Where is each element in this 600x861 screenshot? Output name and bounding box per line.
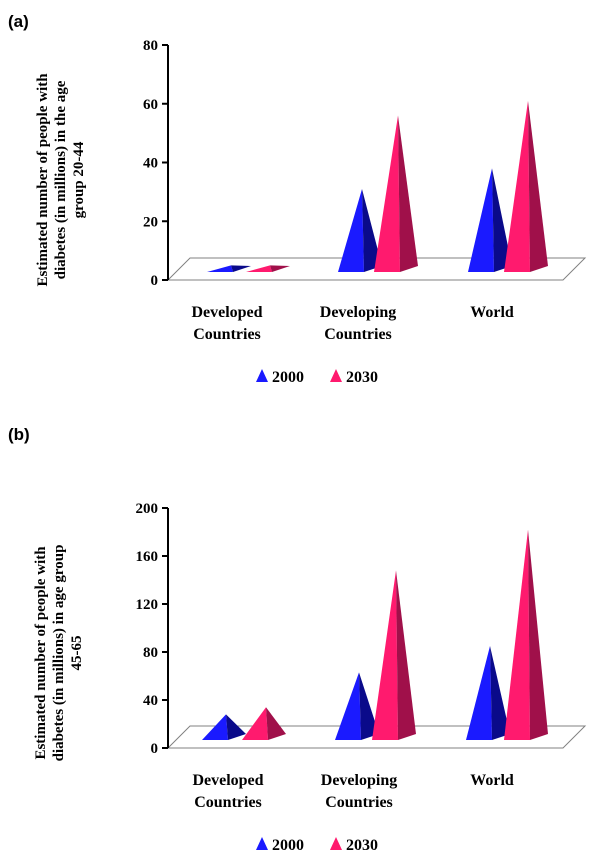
chart-a-panel-label: (a)	[8, 12, 29, 31]
chart-b-y-tick-label: 80	[143, 645, 158, 661]
chart-a-bar-2030-2-side	[528, 100, 548, 272]
chart-a-bar-2000-0-side	[231, 265, 251, 272]
chart-a-category-label: World	[470, 304, 514, 321]
chart-a-category-label: Developing	[320, 304, 396, 321]
chart-b-panel-label: (b)	[8, 425, 30, 444]
chart-a-category-label: Countries	[193, 326, 261, 343]
chart-a-legend-label-2030: 2030	[346, 369, 378, 386]
chart-b-y-tick-label: 0	[151, 741, 159, 757]
chart-b-y-axis-label: Estimated number of people with	[33, 546, 49, 760]
chart-b-bar-2000-2-side	[490, 646, 510, 740]
chart-a-y-tick-label: 0	[151, 273, 159, 289]
chart-b-bar-2000-0	[202, 714, 228, 740]
chart-b-floor	[166, 725, 587, 749]
chart-b-y-tick-label: 200	[136, 501, 159, 517]
chart-a-bar-2000-2	[468, 168, 494, 272]
chart-b-legend-label-2030: 2030	[346, 837, 378, 854]
chart-a-y-tick-label: 80	[143, 38, 158, 54]
chart-b-y-axis-label: 45-65	[69, 636, 85, 671]
chart-b-bar-2000-1	[335, 672, 361, 740]
chart-a-y-axis-label: group 20-44	[71, 141, 87, 218]
chart-b-bar-2030-0	[242, 707, 268, 740]
chart-b-legend-swatch-2030	[330, 837, 342, 850]
chart-a-bar-2000-1	[338, 188, 364, 272]
chart-a-y-axis-label: diabetes (in millions) in the age	[53, 80, 69, 279]
chart-b-y-axis-label: diabetes (in millions) in age group	[51, 545, 67, 762]
chart-b-y-tick-label: 40	[143, 693, 158, 709]
chart-a-floor	[166, 257, 587, 281]
chart-b-legend-label-2000: 2000	[272, 837, 304, 854]
chart-b-bar-2030-2-side	[528, 529, 548, 740]
chart-a-legend-swatch-2000	[256, 369, 268, 382]
chart-a-y-tick-label: 60	[143, 97, 158, 113]
chart-b-y-tick-label: 160	[136, 549, 159, 565]
chart-b-bar-2000-2	[466, 646, 492, 740]
chart-b-y-tick-label: 120	[136, 597, 159, 613]
chart-b-bar-2030-1	[372, 570, 398, 740]
chart-a-legend-label-2000: 2000	[272, 369, 304, 386]
chart-a-bar-2000-0	[207, 265, 233, 272]
chart-a-bar-2030-1-side	[398, 115, 418, 272]
chart-b-bar-2000-1-side	[359, 672, 379, 740]
chart-a-y-tick-label: 20	[143, 214, 158, 230]
chart-b-category-label: Countries	[194, 794, 262, 811]
chart-a-bar-2030-0	[246, 265, 272, 272]
chart-a-category-label: Countries	[324, 326, 392, 343]
chart-a-bar-2030-2	[504, 100, 530, 272]
chart-a-bar-2030-1	[374, 115, 400, 272]
chart-a-bar-2030-0-side	[270, 265, 290, 272]
chart-a-y-tick-label: 40	[143, 156, 158, 172]
chart-b-category-label: World	[470, 772, 514, 789]
chart-a-y-axis-label: Estimated number of people with	[35, 73, 51, 287]
chart-a-legend-swatch-2030	[330, 369, 342, 382]
chart-b-category-label: Countries	[325, 794, 393, 811]
chart-a-category-label: Developed	[191, 304, 262, 321]
chart-b-bar-2030-0-side	[266, 707, 286, 740]
chart-b-category-label: Developed	[192, 772, 263, 789]
chart-a-bar-2000-2-side	[492, 168, 512, 272]
chart-b-bar-2030-2	[504, 529, 530, 740]
chart-b-bar-2030-1-side	[396, 570, 416, 740]
chart-b-bar-2000-0-side	[226, 714, 246, 740]
chart-a-bar-2000-1-side	[362, 188, 382, 272]
chart-b-legend-swatch-2000	[256, 837, 268, 850]
chart-b-category-label: Developing	[321, 772, 397, 789]
